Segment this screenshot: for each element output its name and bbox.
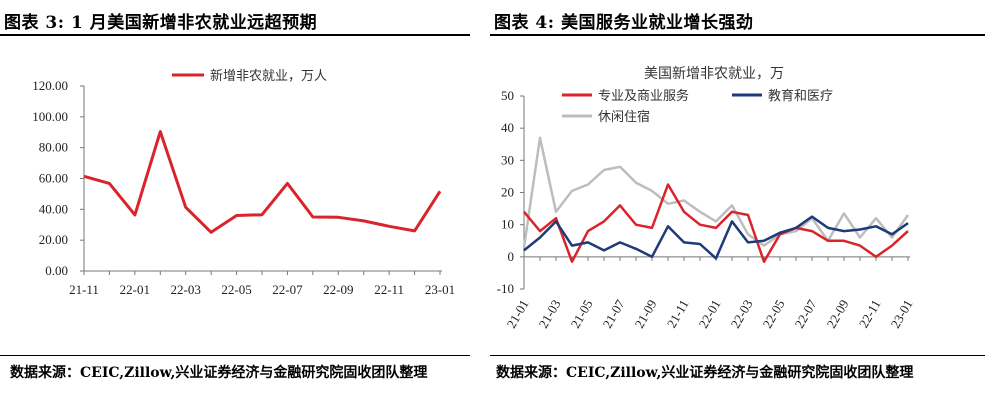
y-tick-label: 30 bbox=[501, 152, 514, 167]
left-figure-panel: 图表 3: 1 月美国新增非农就业远超预期 0.00 20.00 40.00 60.0… bbox=[0, 0, 470, 408]
series-line-leisure-hospitality bbox=[522, 136, 910, 248]
source-rule bbox=[0, 355, 470, 356]
series-line-professional-business bbox=[523, 183, 909, 263]
x-tick-label: 21-07 bbox=[599, 297, 627, 331]
legend-label: 新增非农就业，万人 bbox=[210, 68, 327, 84]
x-tick-label: 21-05 bbox=[567, 297, 595, 331]
legend-label: 专业及商业服务 bbox=[598, 88, 689, 104]
x-tick-label: 22-07 bbox=[791, 297, 819, 331]
legend-label: 教育和医疗 bbox=[768, 88, 833, 104]
x-tick-label: 22-05 bbox=[759, 297, 787, 331]
x-tick-label: 23-01 bbox=[887, 297, 915, 331]
y-tick-label: 40 bbox=[501, 120, 514, 135]
y-tick-label: 0 bbox=[508, 249, 515, 264]
x-tick-label: 21-11 bbox=[664, 297, 692, 330]
x-tick-label: 22-01 bbox=[695, 297, 723, 331]
x-tick-label: 23-01 bbox=[425, 282, 455, 297]
y-tick-label: 100.00 bbox=[32, 109, 68, 124]
x-tick-label: 22-11 bbox=[856, 297, 884, 330]
y-tick-label: 80.00 bbox=[39, 140, 68, 155]
x-tick-label: 22-03 bbox=[171, 282, 201, 297]
figure-4-source: 数据来源：CEIC,Zillow,兴业证券经济与金融研究院固收团队整理 bbox=[496, 365, 914, 381]
y-tick-label: 10 bbox=[501, 217, 514, 232]
series-line-nonfarm bbox=[83, 130, 442, 234]
figure-4-title: 图表 4: 美国服务业就业增长强劲 bbox=[494, 13, 754, 33]
x-tick-label: 22-03 bbox=[727, 297, 755, 331]
x-tick-label: 22-09 bbox=[823, 297, 851, 331]
title-rule bbox=[0, 34, 470, 36]
figure-3-title: 图表 3: 1 月美国新增非农就业远超预期 bbox=[4, 13, 318, 33]
right-figure-panel: 图表 4: 美国服务业就业增长强劲 美国新增非农就业，万 -10 0 10 20 30 40… bbox=[490, 0, 985, 408]
x-tick-label: 22-09 bbox=[323, 282, 353, 297]
y-tick-label: 50 bbox=[501, 88, 514, 103]
x-tick-label: 22-07 bbox=[272, 282, 303, 297]
chart-title: 美国新增非农就业，万 bbox=[644, 66, 784, 82]
x-tick-label: 21-01 bbox=[503, 297, 531, 331]
y-tick-label: 0.00 bbox=[45, 263, 68, 278]
y-tick-label: 20 bbox=[501, 185, 514, 200]
x-tick-label: 22-05 bbox=[221, 282, 251, 297]
legend-label: 休闲住宿 bbox=[598, 109, 650, 125]
y-tick-label: 20.00 bbox=[39, 232, 68, 247]
x-tick-label: 21-09 bbox=[631, 297, 659, 331]
x-tick-label: 21-03 bbox=[535, 297, 563, 331]
y-tick-label: 120.00 bbox=[32, 78, 68, 93]
x-tick-label: 22-01 bbox=[120, 282, 150, 297]
y-tick-label: 40.00 bbox=[39, 201, 68, 216]
nonfarm-payroll-chart: 0.00 20.00 40.00 60.00 80.00 100.00 120.00 21-1… bbox=[32, 68, 455, 297]
series-line-education-health bbox=[523, 215, 909, 260]
y-tick-label: 60.00 bbox=[39, 171, 68, 186]
x-tick-label: 21-11 bbox=[69, 282, 99, 297]
figure-3-source: 数据来源：CEIC,Zillow,兴业证券经济与金融研究院固收团队整理 bbox=[10, 365, 428, 381]
y-tick-label: -10 bbox=[497, 281, 514, 296]
x-tick-label: 22-11 bbox=[374, 282, 404, 297]
source-rule bbox=[490, 355, 985, 356]
title-rule bbox=[490, 34, 985, 36]
